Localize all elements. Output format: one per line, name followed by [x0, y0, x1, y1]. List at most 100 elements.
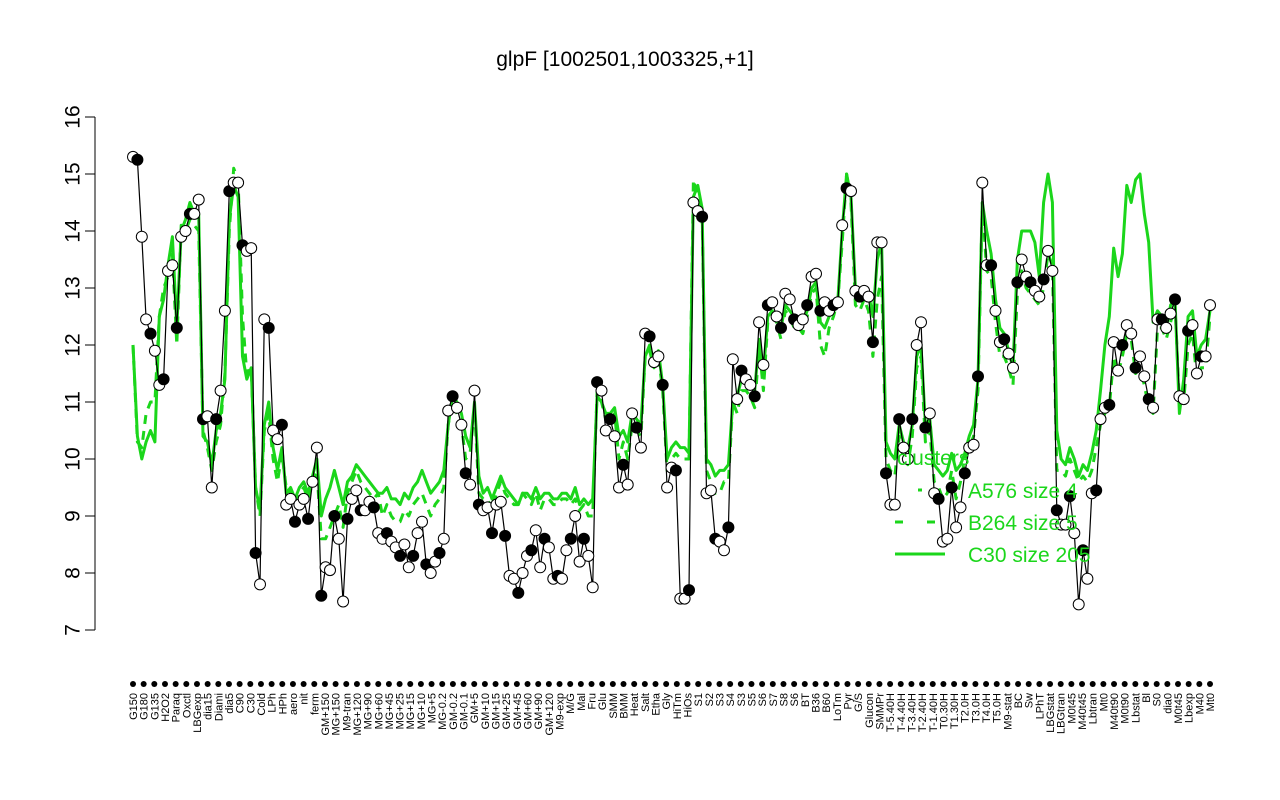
data-point: [459, 467, 472, 480]
x-tick-label: T-1.40H: [928, 693, 940, 732]
x-tick-dot: [481, 681, 488, 687]
x-tick-label: M9-stat: [1002, 693, 1014, 730]
x-tick-label: Salt: [640, 693, 652, 712]
x-tick-dot: [791, 681, 798, 687]
x-tick-dot: [385, 681, 392, 687]
data-point: [608, 430, 621, 443]
data-point: [630, 421, 643, 434]
x-tick-dot: [812, 681, 819, 687]
x-tick-dot: [545, 681, 552, 687]
x-tick-label: T4.0H: [981, 693, 993, 723]
data-point: [989, 304, 1002, 317]
y-tick-label: 8: [62, 567, 85, 579]
x-tick-label: LPh: [267, 693, 279, 713]
y-tick-label: 13: [62, 276, 85, 299]
data-point: [297, 492, 310, 505]
x-tick-label: GM+45: [512, 693, 524, 729]
x-tick-label: MG+60: [373, 693, 385, 729]
data-point: [1177, 393, 1190, 406]
data-point: [1103, 398, 1116, 411]
x-tick-label: Pyr: [842, 693, 854, 710]
data-point: [407, 549, 420, 562]
data-point: [188, 207, 201, 220]
x-tick-dot: [375, 681, 382, 687]
data-point: [512, 586, 525, 599]
data-point: [1046, 264, 1059, 277]
x-tick-dot: [599, 681, 606, 687]
data-point: [170, 321, 183, 334]
data-point: [748, 390, 761, 403]
data-point: [1204, 299, 1216, 312]
data-point: [586, 581, 599, 594]
data-point: [998, 333, 1011, 346]
data-point: [437, 532, 450, 545]
x-tick-dot: [748, 681, 755, 687]
data-point: [932, 492, 945, 505]
data-point: [398, 538, 411, 551]
x-tick-dot: [780, 681, 787, 687]
x-tick-dot: [140, 681, 147, 687]
x-tick-label: T3.0H: [970, 693, 982, 723]
x-tick-dot: [951, 681, 958, 687]
x-tick-dot: [929, 681, 936, 687]
data-point: [652, 350, 665, 363]
x-tick-label: M/G: [565, 693, 577, 714]
x-tick-dot: [1175, 681, 1182, 687]
x-tick-label: GM+25: [501, 693, 513, 729]
x-tick-label: GM-0.1: [459, 693, 471, 730]
x-tick-label: Glucon: [864, 693, 876, 728]
data-point: [656, 378, 669, 391]
x-tick-label: T-4.40H: [896, 693, 908, 732]
x-tick-dot: [407, 681, 414, 687]
x-tick-dot: [1143, 681, 1150, 687]
x-tick-label: S7: [768, 693, 780, 706]
data-point: [617, 458, 630, 471]
data-point: [945, 481, 958, 494]
data-point: [888, 498, 901, 511]
x-tick-dot: [417, 681, 424, 687]
data-point: [245, 242, 258, 255]
data-point: [696, 210, 709, 223]
x-tick-dot: [801, 681, 808, 687]
data-point: [967, 438, 980, 451]
data-point: [1037, 273, 1050, 286]
x-tick-label: Lbexp: [1184, 693, 1196, 723]
x-tick-dot: [1153, 681, 1160, 687]
x-tick-dot: [673, 681, 680, 687]
x-tick-label: HiOs: [682, 693, 694, 718]
x-tick-dot: [364, 681, 371, 687]
data-point: [595, 384, 608, 397]
data-point: [626, 407, 639, 420]
data-point: [148, 344, 161, 357]
data-point: [661, 481, 674, 494]
x-tick-dot: [524, 681, 531, 687]
x-tick-label: GM+90: [533, 693, 545, 729]
data-point: [525, 544, 538, 557]
x-tick-label: T5.0H: [992, 693, 1004, 723]
data-point: [214, 384, 227, 397]
x-tick-label: M40: [1194, 693, 1206, 714]
x-tick-label: Oxctl: [181, 693, 193, 718]
x-tick-dot: [513, 681, 520, 687]
data-point: [643, 330, 656, 343]
x-axis: G150G180G135H2O2ParaqOxctlLBGexpdia15Dia…: [128, 681, 1217, 736]
x-tick-dot: [844, 681, 851, 687]
x-tick-dot: [1004, 681, 1011, 687]
data-point: [950, 521, 963, 534]
data-point: [315, 589, 328, 602]
x-tick-dot: [652, 681, 659, 687]
data-point: [350, 484, 363, 497]
x-tick-dot: [727, 681, 734, 687]
x-tick-dot: [897, 681, 904, 687]
x-tick-label: Gly: [661, 693, 673, 710]
data-point: [836, 219, 849, 232]
data-point: [192, 193, 205, 206]
chart-title: glpF [1002501,1003325,+1]: [496, 48, 753, 71]
x-tick-label: Glu: [597, 693, 609, 710]
x-tick-dot: [1079, 681, 1086, 687]
x-tick-dot: [663, 681, 670, 687]
x-tick-label: MG-0.2: [437, 693, 449, 730]
data-point: [131, 153, 144, 166]
x-tick-label: B60: [821, 693, 833, 713]
